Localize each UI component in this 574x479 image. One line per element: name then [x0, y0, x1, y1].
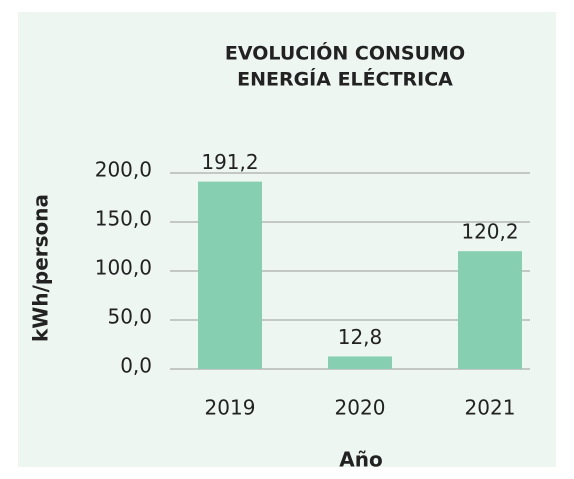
x-tick-label: 2019	[205, 396, 256, 420]
y-tick-label: 150,0	[95, 207, 152, 231]
value-label: 120,2	[461, 220, 518, 244]
x-axis-label: Año	[339, 448, 382, 472]
x-tick-label: 2021	[465, 396, 516, 420]
y-tick-label: 200,0	[95, 158, 152, 182]
chart-title: ENERGÍA ELÉCTRICA	[237, 68, 453, 91]
bar	[328, 356, 392, 369]
bar	[198, 181, 262, 369]
panel	[18, 12, 556, 467]
y-tick-label: 50,0	[107, 305, 152, 329]
value-label: 12,8	[338, 325, 383, 349]
x-tick-label: 2020	[335, 396, 386, 420]
value-label: 191,2	[201, 150, 258, 174]
chart-title: EVOLUCIÓN CONSUMO	[225, 41, 465, 65]
y-tick-label: 100,0	[95, 256, 152, 280]
y-axis-label: kWh/persona	[29, 194, 53, 342]
bar	[458, 251, 522, 369]
y-tick-label: 0,0	[120, 354, 152, 378]
